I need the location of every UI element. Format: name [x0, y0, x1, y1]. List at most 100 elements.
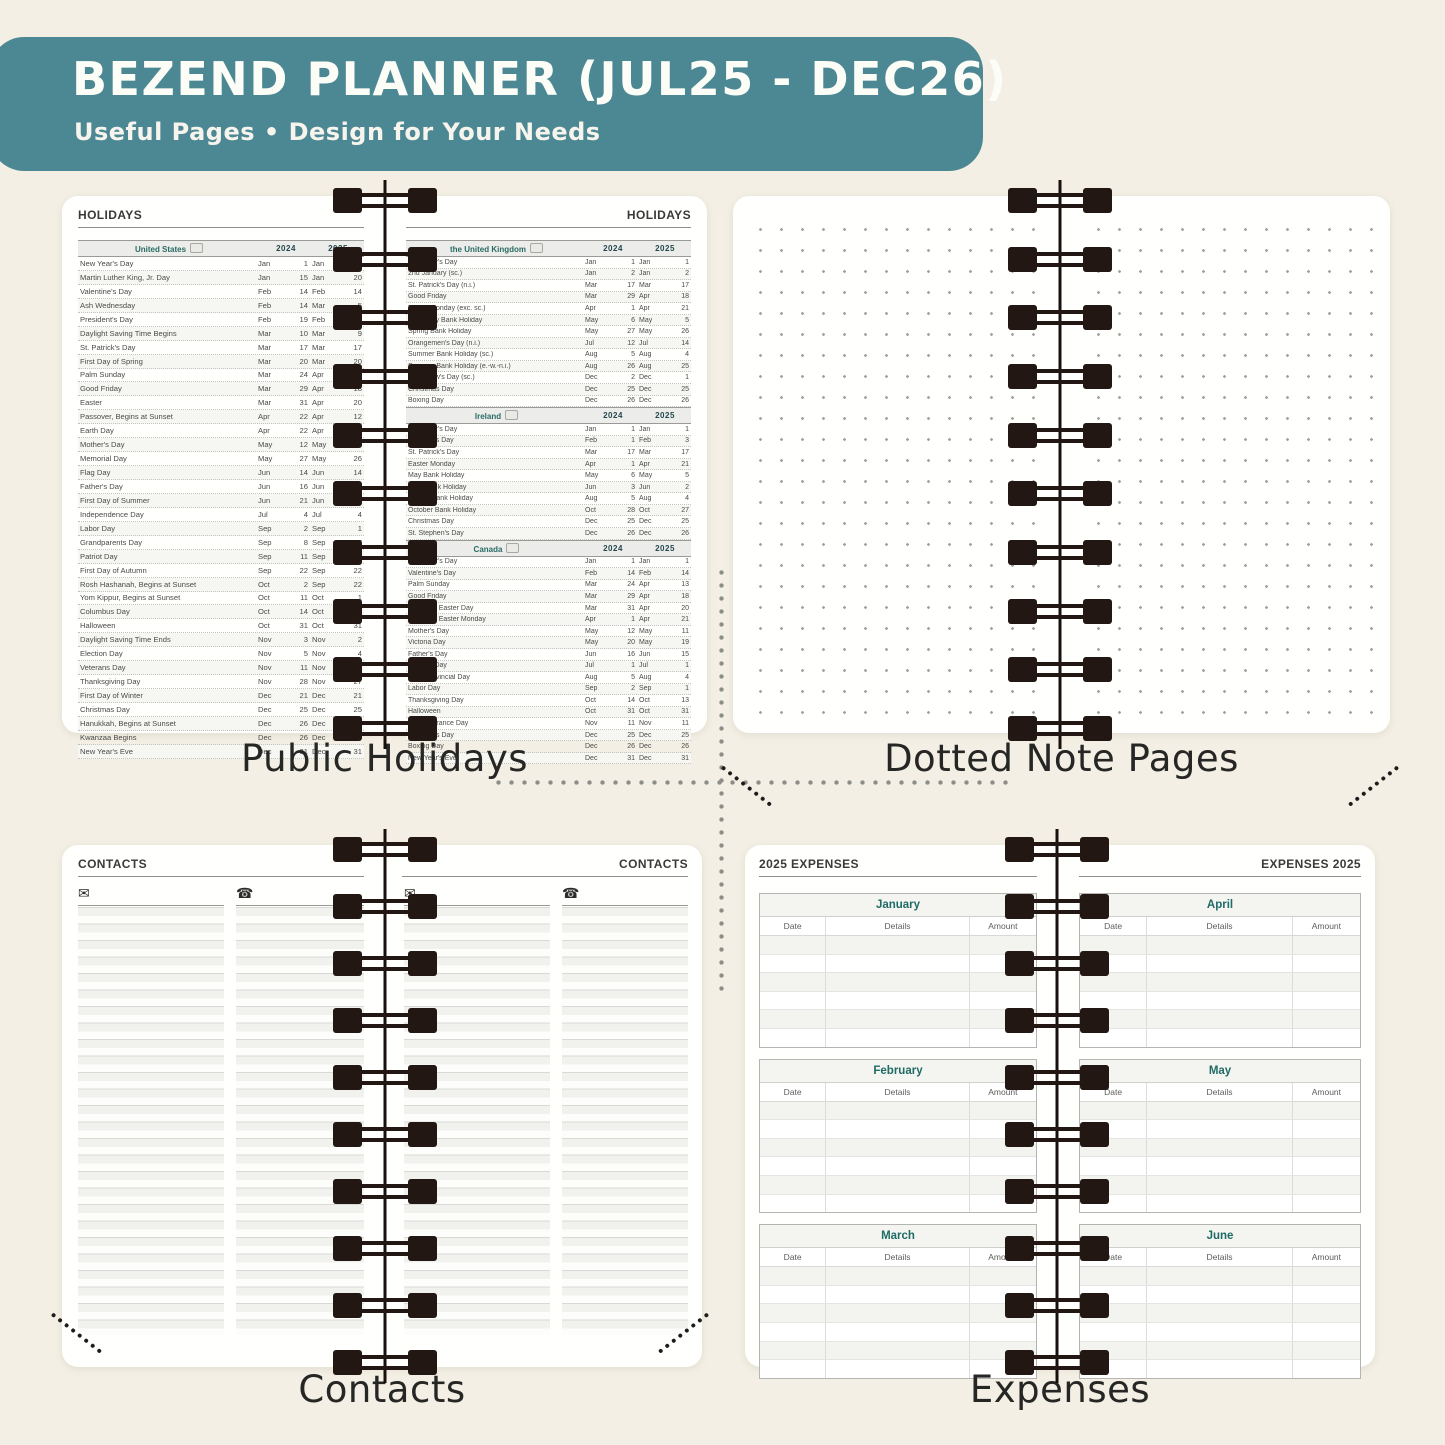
spiral-coil [1008, 539, 1112, 565]
expense-row [760, 973, 1036, 992]
expense-row [760, 1138, 1036, 1158]
spiral-coil [1008, 422, 1112, 448]
spiral-coil [1008, 657, 1112, 683]
expense-row [760, 936, 1036, 955]
expenses-spread: 2025 EXPENSES EXPENSES 2025 January Date D… [745, 829, 1375, 1383]
spiral-coil [333, 1122, 437, 1147]
holiday-row: Rosh Hashanah, Begins at Sunset Oct 2 Sep 22 [78, 577, 364, 592]
month-title: April [1080, 894, 1360, 917]
expenses-tables-left: January Date Details Amount February Date Deta… [759, 893, 1037, 1390]
expense-row [1080, 1101, 1360, 1121]
holiday-row: First Day of Winter Dec 21 Dec 21 [78, 689, 364, 703]
holiday-row: Summer Bank Holiday (e.-w.-n.i.) Aug 26 Aug… [406, 360, 691, 373]
flag-icon [505, 410, 519, 421]
spiral-coil [333, 1179, 437, 1204]
spiral-coil [333, 246, 437, 272]
spiral-spine [383, 180, 387, 749]
holiday-row: Easter Monday Apr 1 Apr 21 [406, 458, 691, 471]
dot-grid-right-page [1083, 214, 1378, 719]
spiral-binding [1005, 829, 1109, 1383]
holiday-row: Yom Kippur, Begins at Sunset Oct 11 Oct 1 [78, 592, 364, 606]
spiral-coil [333, 837, 437, 862]
holiday-row: New Year's Eve Dec 31 Dec 31 [406, 752, 691, 765]
spiral-coil [333, 481, 437, 507]
spiral-coil [333, 1350, 437, 1375]
contacts-email-column: ✉ [404, 885, 550, 1335]
expense-row [1080, 1194, 1360, 1213]
holiday-table: the United Kingdom20242025New Year's Day… [406, 240, 691, 408]
expense-row [760, 1175, 1036, 1195]
expense-table-february: February Date Details Amount [759, 1058, 1037, 1214]
expense-row [760, 1028, 1036, 1047]
ruled-lines [404, 907, 550, 1335]
holiday-row: Labor Day Sep 2 Sep 1 [78, 521, 364, 536]
holiday-row: St. Stephen's Day Dec 26 Dec 26 [406, 528, 691, 540]
holiday-row: Victoria Day May 20 May 19 [406, 637, 691, 649]
holiday-row: First Day of Autumn Sep 22 Sep 22 [78, 564, 364, 578]
spiral-coil [333, 657, 437, 683]
expense-row [1080, 1120, 1360, 1139]
expense-row [760, 1285, 1036, 1305]
holiday-table: Canada20242025New Year's DayJan1Jan1Vale… [406, 539, 691, 765]
rule [759, 876, 1037, 877]
expenses-page-title-right: EXPENSES 2025 [1261, 857, 1361, 871]
expense-column-headers: Date Details Amount [760, 917, 1036, 936]
holiday-row: 2nd January (sc.) Jan 2 Jan 2 [406, 268, 691, 281]
holiday-row: May Bank Holiday May 6 May 5 [406, 470, 691, 482]
spiral-coil [1005, 894, 1109, 919]
expense-row [1080, 1175, 1360, 1195]
holiday-row: Patriot DaySep11Sep11 [78, 549, 364, 564]
holiday-row: Daylight Saving Time Ends Nov 3 Nov 2 [78, 633, 364, 648]
spiral-coil [333, 598, 437, 624]
holiday-row: Hanukkah, Begins at SunsetDec26Dec14 [78, 716, 364, 731]
contacts-spread: CONTACTS CONTACTS ✉ ☎ ✉ ☎ [62, 829, 702, 1383]
holiday-table-header: Ireland 2024 2025 [406, 407, 691, 425]
spiral-coil [333, 715, 437, 741]
spiral-coil [1008, 598, 1112, 624]
spiral-coil [333, 1008, 437, 1033]
spiral-binding [333, 180, 437, 749]
spiral-coil [333, 1236, 437, 1261]
expense-row [760, 1101, 1036, 1121]
holidays-tables-right: the United Kingdom20242025New Year's Day… [406, 240, 691, 765]
dotted-divider-horizontal [492, 778, 1012, 787]
holiday-row: First Day of Spring Mar 20 Mar 20 [78, 354, 364, 369]
holiday-row: Civic/Provincial Day Aug 5 Aug 4 [406, 672, 691, 684]
page-subtitle: Useful Pages • Design for Your Needs [74, 118, 601, 146]
caption-expenses: Expenses [969, 1368, 1151, 1411]
spiral-coil [333, 951, 437, 976]
spiral-coil [333, 422, 437, 448]
holiday-row: Martin Luther King, Jr. Day Jan 15 Jan 20 [78, 270, 364, 285]
holiday-row: Halloween Oct 31 Oct 31 [406, 706, 691, 719]
expense-row [1080, 1028, 1360, 1047]
expense-table-march: March Date Details Amount [759, 1224, 1037, 1379]
expense-row [760, 1267, 1036, 1286]
holiday-row: Boxing Day Dec 26 Dec 26 [406, 741, 691, 753]
expense-row [760, 1194, 1036, 1213]
expense-row [760, 1341, 1036, 1361]
expense-row [1080, 973, 1360, 992]
expense-row [1080, 1285, 1360, 1305]
expense-row [1080, 1010, 1360, 1029]
flag-icon [506, 542, 520, 553]
ruled-lines [562, 907, 688, 1335]
holiday-row: Daylight Saving Time Begins Mar 10 Mar 9 [78, 326, 364, 341]
expense-row [760, 1157, 1036, 1176]
month-title: January [760, 894, 1036, 917]
spiral-coil [333, 1065, 437, 1090]
holiday-row: Orthodox Easter Monday Apr 1 Apr 21 [406, 614, 691, 626]
spiral-coil [1005, 1350, 1109, 1375]
expense-column-headers: Date Details Amount [760, 1248, 1036, 1268]
